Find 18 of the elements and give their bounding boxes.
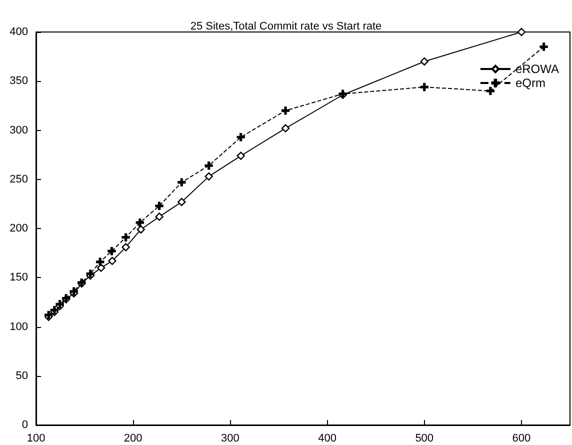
- y-tick-label: 400: [10, 26, 28, 38]
- chart-title: 25 Sites,Total Commit rate vs Start rate: [190, 20, 382, 32]
- y-tick-label: 250: [10, 173, 28, 186]
- x-tick-label: 600: [512, 432, 531, 444]
- y-tick-label: 350: [10, 75, 28, 88]
- legend-label: eROWA: [515, 62, 560, 76]
- y-tick-label: 100: [10, 320, 28, 333]
- x-tick-label: 100: [26, 432, 46, 444]
- y-tick-label: 200: [10, 222, 28, 234]
- x-tick-label: 200: [124, 432, 142, 444]
- x-tick-label: 400: [318, 432, 336, 444]
- legend-label: eQrm: [515, 76, 546, 90]
- x-tick-label: 300: [221, 432, 240, 444]
- y-tick-label: 300: [10, 124, 28, 136]
- y-tick-label: 150: [10, 272, 28, 284]
- y-tick-label: 0: [22, 419, 28, 431]
- x-tick-label: 500: [415, 432, 434, 444]
- y-tick-label: 50: [16, 370, 28, 382]
